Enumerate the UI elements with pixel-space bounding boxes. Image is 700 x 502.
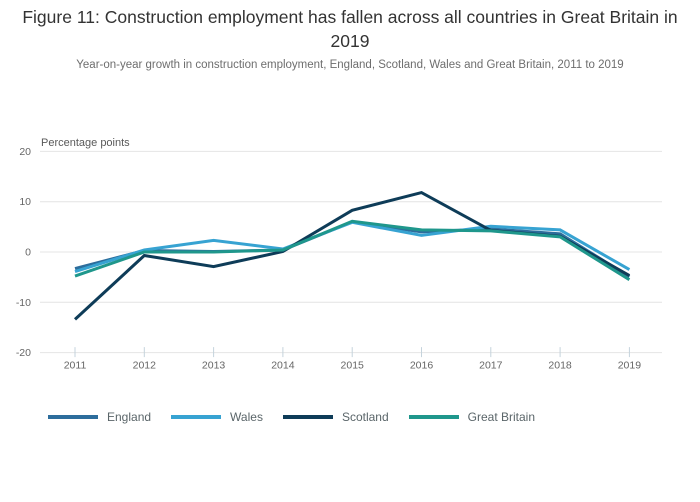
y-tick-label: 0 [25,247,31,259]
series-line-scotland [73,191,631,321]
legend-label: Great Britain [467,410,536,424]
great-britain-line-swatch [408,415,459,419]
x-tick-label: 2013 [202,360,226,372]
legend-item-england[interactable]: England [48,410,151,424]
series-line-wales [74,220,631,274]
y-tick-label: 10 [19,196,31,208]
x-tick-label: 2015 [341,360,365,372]
figure-subtitle: Year-on-year growth in construction empl… [76,59,624,71]
y-tick-label: -10 [16,297,31,309]
scotland-line-swatch [282,415,333,419]
legend-item-wales[interactable]: Wales [171,410,263,424]
series-line-great-britain [74,219,631,281]
y-axis-unit-label: Percentage points [41,137,130,149]
figure-title: Figure 11: Construction employment has f… [22,7,678,51]
x-tick-label: 2014 [271,360,295,372]
legend-item-scotland[interactable]: Scotland [282,410,389,424]
legend: England Wales Scotland Great Britain [48,410,535,424]
x-tick-label: 2017 [479,360,503,372]
x-tick-label: 2018 [548,360,572,372]
legend-label: England [107,410,152,424]
legend-item-great-britain[interactable]: Great Britain [408,410,536,424]
y-tick-label: -20 [16,347,31,359]
x-tick-label: 2012 [133,360,157,372]
x-tick-label: 2019 [618,360,642,372]
y-tick-label: 20 [19,146,31,158]
legend-label: Wales [230,410,263,424]
x-tick-label: 2011 [64,360,87,372]
x-tick-label: 2016 [410,360,434,372]
legend-label: Scotland [341,410,389,424]
wales-line-swatch [171,415,222,419]
england-line-swatch [48,415,98,419]
